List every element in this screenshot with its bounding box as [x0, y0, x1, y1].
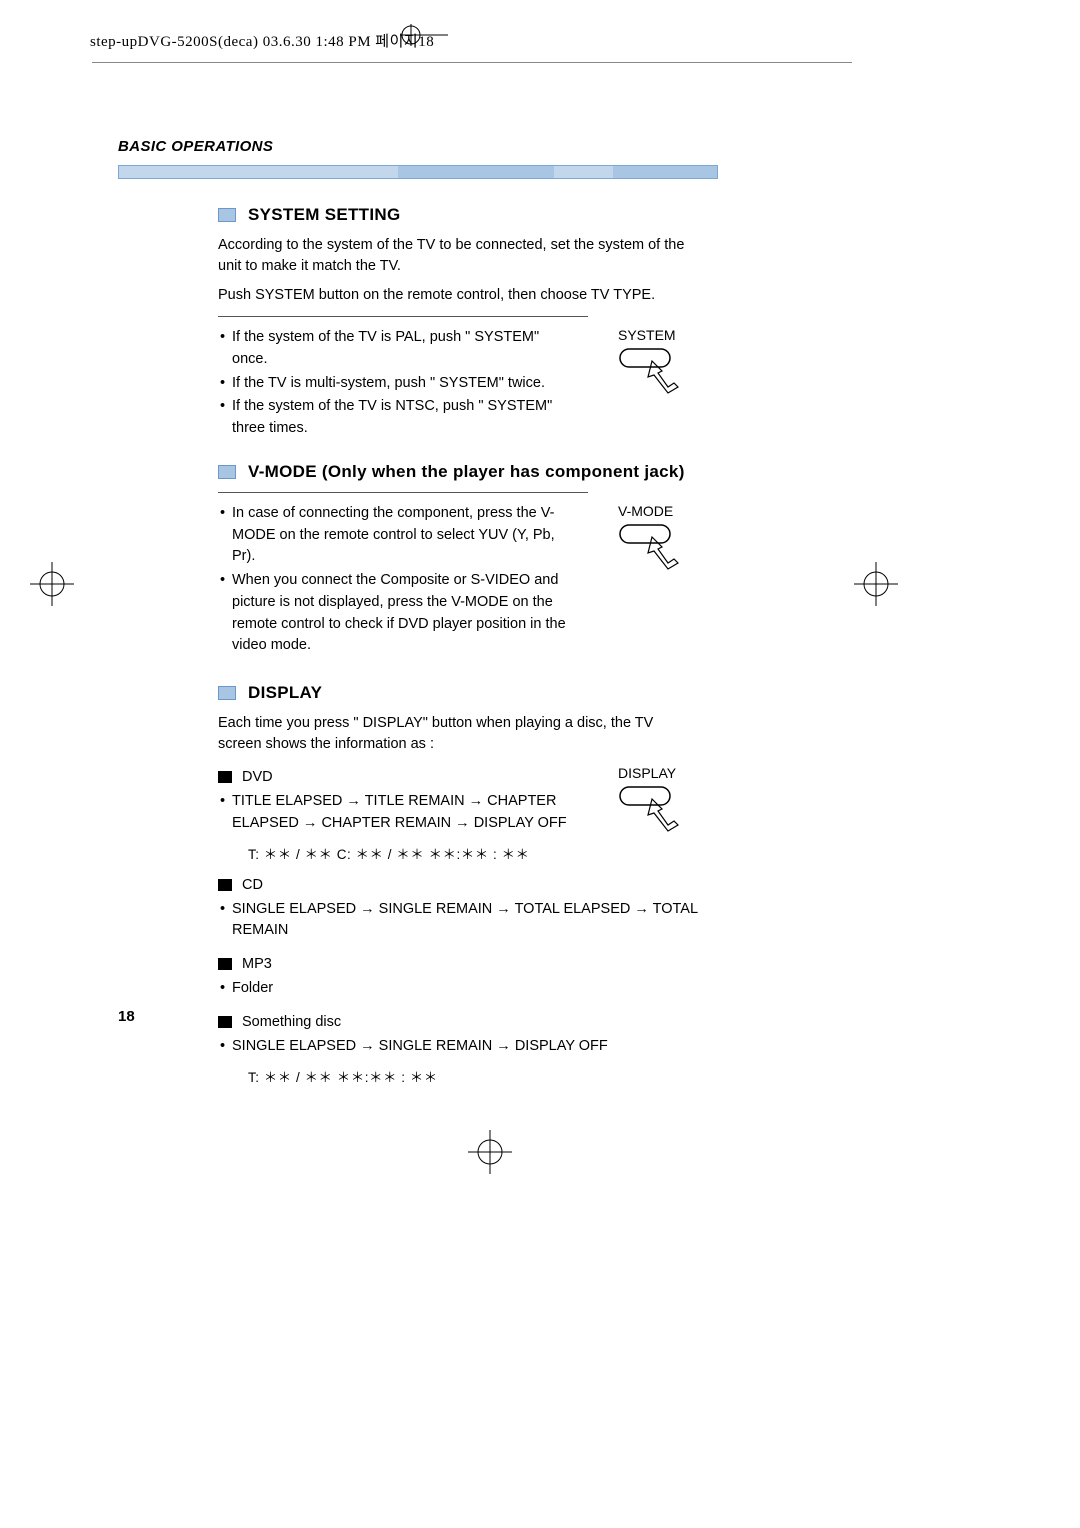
something-label: Something disc	[242, 1014, 341, 1030]
dvd-label: DVD	[242, 769, 273, 785]
system-setting-p2: Push SYSTEM button on the remote control…	[218, 285, 708, 306]
mp3-list: Folder	[218, 978, 578, 1000]
system-button-illustration: SYSTEM	[618, 327, 698, 398]
something-flow: SINGLE ELAPSED → SINGLE REMAIN → DISPLAY…	[218, 1036, 618, 1058]
registration-mark-right	[854, 562, 898, 606]
button-press-icon	[618, 347, 690, 395]
divider	[218, 316, 588, 317]
list-item: If the system of the TV is NTSC, push " …	[218, 396, 578, 440]
list-item: TITLE ELAPSED → TITLE REMAIN → CHAPTER E…	[218, 791, 578, 835]
cd-label: CD	[242, 877, 263, 893]
registration-mark-bottom	[468, 1130, 512, 1174]
system-setting-p1: According to the system of the TV to be …	[218, 235, 708, 277]
page-number: 18	[118, 1008, 135, 1025]
button-press-icon	[618, 523, 690, 571]
button-press-icon	[618, 785, 690, 833]
sub-marker-icon	[218, 771, 232, 783]
something-format: T: ＊＊ / ＊＊ ＊＊:＊＊ : ＊＊	[248, 1066, 708, 1086]
heading-marker-icon	[218, 686, 236, 700]
display-button-label: DISPLAY	[618, 765, 698, 781]
display-button-illustration: DISPLAY	[618, 765, 698, 836]
mp3-label: MP3	[242, 956, 272, 972]
list-item: If the TV is multi-system, push " SYSTEM…	[218, 373, 578, 395]
display-section: DISPLAY Each time you press " DISPLAY" b…	[218, 683, 708, 1086]
list-item: When you connect the Composite or S-VIDE…	[218, 570, 578, 657]
registration-mark-left	[30, 562, 74, 606]
vmode-button-illustration: V-MODE	[618, 503, 698, 574]
content-area: BASIC OPERATIONS SYSTEM SETTING Accordin…	[118, 138, 718, 1086]
system-setting-title: SYSTEM SETTING	[248, 205, 401, 225]
vmode-button-label: V-MODE	[618, 503, 698, 519]
sub-marker-icon	[218, 1016, 232, 1028]
sub-marker-icon	[218, 958, 232, 970]
system-button-label: SYSTEM	[618, 327, 698, 343]
decorative-bar	[118, 165, 718, 179]
vmode-title: V-MODE (Only when the player has compone…	[248, 462, 685, 482]
display-p1: Each time you press " DISPLAY" button wh…	[218, 713, 658, 755]
display-title: DISPLAY	[248, 683, 322, 703]
list-item: Folder	[218, 978, 578, 1000]
list-item: In case of connecting the component, pre…	[218, 503, 578, 568]
vmode-list: In case of connecting the component, pre…	[218, 503, 578, 657]
dvd-flow: TITLE ELAPSED → TITLE REMAIN → CHAPTER E…	[218, 791, 578, 835]
cd-flow: SINGLE ELAPSED → SINGLE REMAIN → TOTAL E…	[218, 899, 698, 943]
vmode-section: V-MODE (Only when the player has compone…	[218, 462, 708, 657]
list-item: If the system of the TV is PAL, push " S…	[218, 327, 578, 371]
divider	[218, 492, 588, 493]
basic-operations-label: BASIC OPERATIONS	[118, 138, 718, 155]
dvd-format: T: ＊＊ / ＊＊ C: ＊＊ / ＊＊ ＊＊:＊＊ : ＊＊	[248, 843, 708, 863]
system-setting-section: SYSTEM SETTING According to the system o…	[218, 205, 708, 440]
sub-marker-icon	[218, 879, 232, 891]
heading-marker-icon	[218, 465, 236, 479]
heading-marker-icon	[218, 208, 236, 222]
file-header: step-upDVG-5200S(deca) 03.6.30 1:48 PM 페…	[90, 30, 434, 51]
list-item: SINGLE ELAPSED → SINGLE REMAIN → DISPLAY…	[218, 1036, 618, 1058]
list-item: SINGLE ELAPSED → SINGLE REMAIN → TOTAL E…	[218, 899, 698, 943]
system-setting-list: If the system of the TV is PAL, push " S…	[218, 327, 578, 440]
registration-mark-top	[400, 24, 448, 46]
